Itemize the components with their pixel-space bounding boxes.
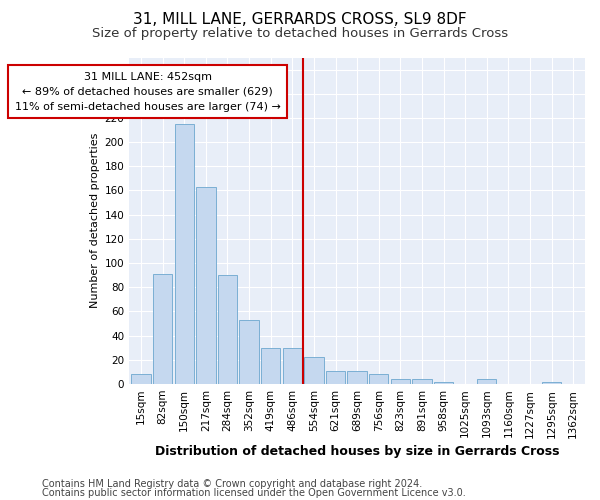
Bar	[391, 379, 410, 384]
Y-axis label: Number of detached properties: Number of detached properties	[91, 133, 100, 308]
Text: Size of property relative to detached houses in Gerrards Cross: Size of property relative to detached ho…	[92, 28, 508, 40]
Bar	[218, 275, 237, 384]
Text: 31 MILL LANE: 452sqm
← 89% of detached houses are smaller (629)
11% of semi-deta: 31 MILL LANE: 452sqm ← 89% of detached h…	[14, 72, 281, 112]
Bar	[196, 187, 215, 384]
Bar	[412, 379, 431, 384]
X-axis label: Distribution of detached houses by size in Gerrards Cross: Distribution of detached houses by size …	[155, 444, 559, 458]
Text: 31, MILL LANE, GERRARDS CROSS, SL9 8DF: 31, MILL LANE, GERRARDS CROSS, SL9 8DF	[133, 12, 467, 28]
Bar	[239, 320, 259, 384]
Bar	[153, 274, 172, 384]
Bar	[175, 124, 194, 384]
Bar	[434, 382, 453, 384]
Text: Contains HM Land Registry data © Crown copyright and database right 2024.: Contains HM Land Registry data © Crown c…	[42, 479, 422, 489]
Bar	[131, 374, 151, 384]
Bar	[477, 379, 496, 384]
Text: Contains public sector information licensed under the Open Government Licence v3: Contains public sector information licen…	[42, 488, 466, 498]
Bar	[283, 348, 302, 384]
Bar	[261, 348, 280, 384]
Bar	[347, 370, 367, 384]
Bar	[326, 370, 345, 384]
Bar	[369, 374, 388, 384]
Bar	[542, 382, 561, 384]
Bar	[304, 358, 323, 384]
